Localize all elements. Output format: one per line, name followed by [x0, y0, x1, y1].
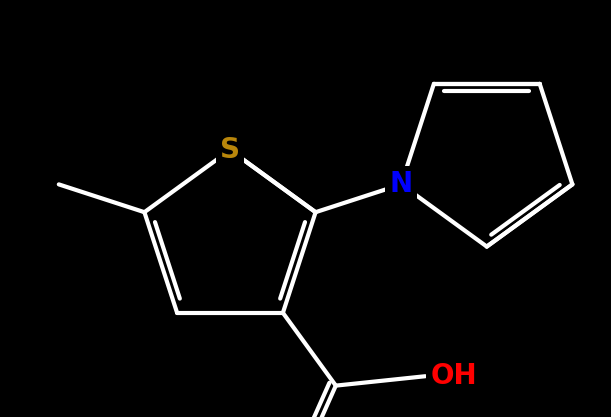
Text: N: N — [390, 171, 413, 198]
Text: OH: OH — [430, 362, 477, 390]
Text: S: S — [220, 136, 240, 164]
